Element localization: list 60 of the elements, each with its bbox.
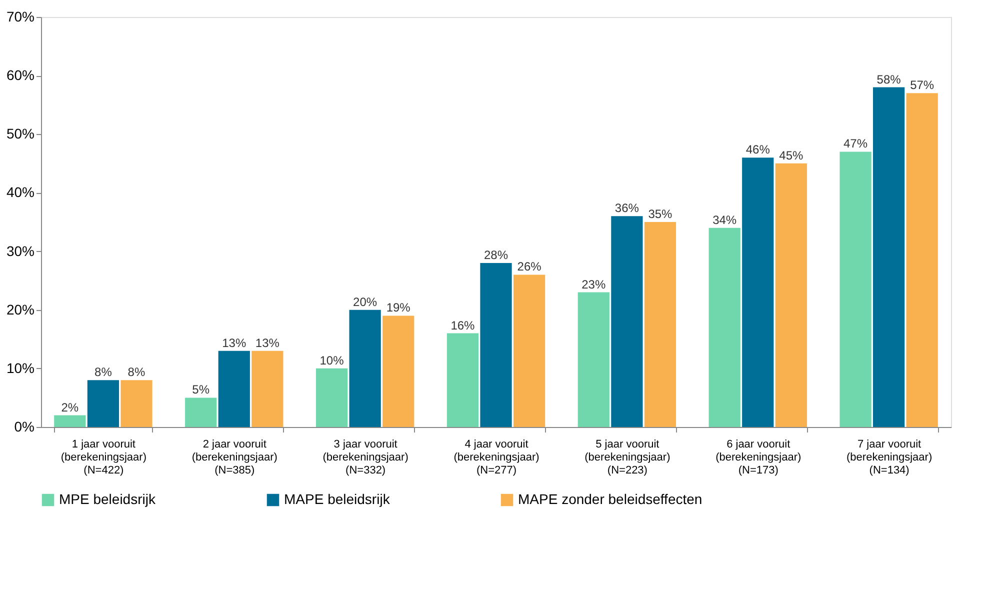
data-label: 36%	[614, 201, 640, 216]
y-tick-label: 20%	[6, 301, 34, 318]
data-label: 46%	[746, 142, 770, 157]
legend-label: MAPE beleidsrijk	[284, 491, 391, 507]
data-label: 10%	[320, 353, 344, 368]
data-label: 19%	[386, 300, 411, 315]
x-tick-label: 3 jaar vooruit (berekeningsjaar) (N=332)	[322, 438, 408, 476]
bar	[742, 158, 774, 427]
x-tick-label: 1 jaar vooruit (berekeningsjaar) (N=422)	[60, 438, 146, 476]
data-label: 2%	[61, 400, 79, 414]
bar	[446, 333, 479, 427]
y-tick-label: 10%	[6, 360, 34, 376]
data-label: 34%	[712, 212, 737, 227]
data-label: 5%	[192, 382, 210, 397]
data-label: 35%	[648, 207, 673, 221]
bar	[54, 415, 86, 427]
bar	[578, 292, 610, 427]
x-tick-label: 4 jaar vooruit (berekeningsjaar) (N=277)	[454, 438, 540, 476]
bar	[872, 87, 905, 427]
bar	[252, 350, 284, 427]
y-tick-label: 70%	[6, 8, 34, 24]
y-tick-label: 0%	[14, 418, 34, 434]
bar	[480, 263, 512, 427]
bar	[611, 216, 643, 427]
data-label: 13%	[222, 336, 246, 350]
data-label: 45%	[779, 148, 804, 162]
bar	[906, 93, 938, 427]
x-tick-label: 5 jaar vooruit (berekeningsjaar) (N=223)	[584, 438, 670, 476]
bar	[382, 316, 414, 427]
bar	[316, 368, 348, 427]
data-label: 8%	[128, 365, 146, 380]
bar	[120, 380, 152, 427]
data-label: 16%	[450, 318, 476, 332]
data-label: 26%	[517, 260, 542, 274]
y-tick-label: 30%	[6, 242, 34, 259]
bar	[644, 222, 676, 427]
bar	[349, 310, 381, 427]
y-tick-label: 60%	[6, 67, 34, 84]
data-label: 47%	[844, 136, 868, 151]
data-label: 57%	[910, 78, 934, 92]
data-label: 58%	[876, 72, 902, 86]
bar	[87, 380, 120, 427]
x-tick-label: 6 jaar vooruit (berekeningsjaar) (N=173)	[716, 438, 802, 476]
bar	[513, 274, 546, 427]
data-label: 13%	[255, 336, 280, 350]
data-label: 28%	[484, 248, 508, 262]
bar	[185, 398, 217, 427]
x-tick-label: 2 jaar vooruit (berekeningsjaar) (N=385)	[192, 438, 278, 476]
legend-label: MAPE zonder beleidseffecten	[518, 491, 702, 507]
x-tick-label: 7 jaar vooruit (berekeningsjaar) (N=134)	[846, 438, 932, 476]
bar	[218, 350, 250, 427]
data-label: 8%	[94, 365, 112, 380]
legend-label: MPE beleidsrijk	[59, 491, 156, 507]
bar	[708, 228, 740, 427]
bar	[840, 152, 872, 427]
y-tick-label: 50%	[6, 126, 34, 142]
data-label: 23%	[582, 277, 606, 292]
y-tick-label: 40%	[6, 184, 34, 200]
data-label: 20%	[353, 294, 378, 309]
bar	[775, 163, 807, 427]
